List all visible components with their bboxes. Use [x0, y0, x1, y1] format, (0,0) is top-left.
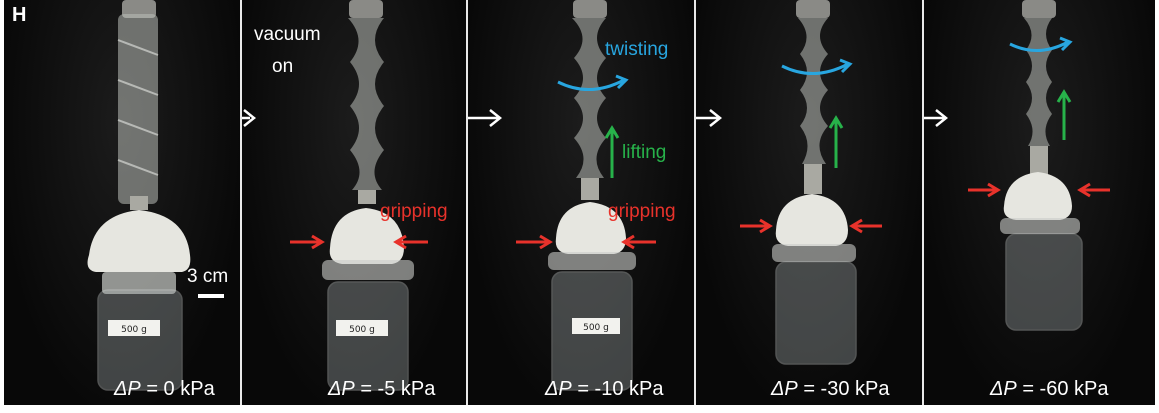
photo-panel-4: ΔP = -30 kPa [696, 0, 922, 405]
sequence-arrow-1 [242, 109, 257, 127]
divider-3 [694, 0, 696, 405]
twisting-arrow [557, 74, 629, 92]
pressure-label-5: ΔP = -60 kPa [990, 378, 1108, 401]
pressure-symbol: ΔP [771, 378, 798, 400]
photo-panel-1: 500 g H 3 cm ΔP = 0 kPa [4, 0, 240, 405]
pressure-symbol: ΔP [114, 378, 141, 400]
sequence-arrow-2 [468, 109, 503, 127]
gripping-arrow-left [968, 182, 1001, 198]
gripper-illustration-5 [924, 0, 1110, 331]
pressure-value: = -5 kPa [354, 378, 436, 400]
vacuum-label: vacuum [254, 24, 321, 45]
photo-panel-5: ΔP = -60 kPa [924, 0, 1155, 405]
divider-2 [466, 0, 468, 405]
jar-label-text-1: 500 g [121, 325, 147, 335]
panel-letter: H [12, 4, 27, 26]
scale-bar [198, 294, 224, 298]
photo-panel-3: 500 g twisting lifting gripping ΔP = -10… [468, 0, 694, 405]
scale-label: 3 cm [187, 266, 229, 287]
gripping-arrow-right [393, 234, 428, 250]
divider-1 [240, 0, 242, 405]
twisting-label: twisting [605, 39, 669, 60]
lifting-arrow [604, 125, 620, 178]
pressure-label-1: ΔP = 0 kPa [114, 378, 215, 401]
gripping-arrow-right [1077, 182, 1110, 198]
gripping-arrow-left [740, 218, 773, 234]
gripper-illustration-1: 500 g [87, 0, 191, 391]
twisting-arrow [1009, 36, 1073, 52]
pressure-value: = -10 kPa [571, 378, 664, 400]
divider-4 [922, 0, 924, 405]
jar-label-1 [108, 320, 160, 336]
gripping-arrow-left [290, 234, 325, 250]
pressure-label-2: ΔP = -5 kPa [328, 378, 435, 401]
gripper-illustration-3: 500 g [468, 0, 656, 391]
lifting-arrow [1056, 89, 1072, 140]
pressure-symbol: ΔP [990, 378, 1017, 400]
on-label: on [272, 56, 294, 77]
pressure-symbol: ΔP [545, 378, 572, 400]
gripping-label: gripping [380, 201, 448, 222]
gripping-label: gripping [608, 201, 676, 222]
figure: 500 g H 3 cm ΔP = 0 kPa 500 g vacuum on … [4, 0, 1155, 405]
pressure-value: = -30 kPa [797, 378, 890, 400]
twisting-arrow [781, 58, 853, 76]
gripping-arrow-right [621, 234, 656, 250]
jar-label-text-3: 500 g [583, 323, 609, 333]
photo-panel-2: 500 g vacuum on gripping ΔP = -5 kPa [242, 0, 466, 405]
sequence-arrow-4 [924, 109, 949, 127]
pressure-label-4: ΔP = -30 kPa [771, 378, 889, 401]
gripper-illustration-4 [696, 0, 882, 365]
pressure-symbol: ΔP [328, 378, 355, 400]
gripper-illustration-2: 500 g [242, 0, 428, 391]
lifting-arrow [828, 115, 844, 168]
lifting-label: lifting [622, 142, 667, 163]
gripping-arrow-right [849, 218, 882, 234]
gripping-arrow-left [516, 234, 553, 250]
pressure-value: = 0 kPa [140, 378, 215, 400]
jar-label-text-2: 500 g [349, 325, 375, 335]
pressure-label-3: ΔP = -10 kPa [545, 378, 663, 401]
sequence-arrow-3 [696, 109, 723, 127]
pressure-value: = -60 kPa [1016, 378, 1109, 400]
